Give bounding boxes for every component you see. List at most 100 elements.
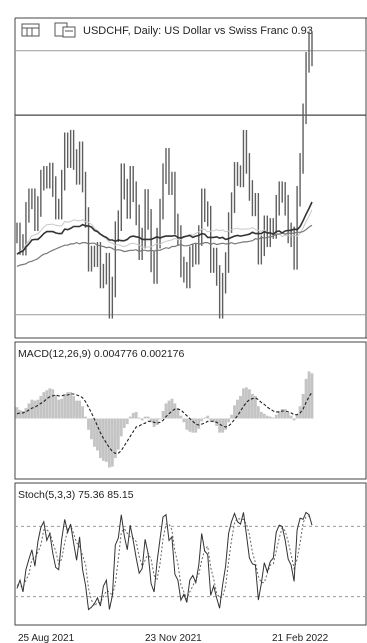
- stochastic-levels: [15, 525, 366, 598]
- macd-histogram-bar: [292, 418, 296, 421]
- macd-histogram-bar: [110, 418, 114, 467]
- macd-histogram-bar: [36, 399, 40, 419]
- macd-histogram-bar: [251, 394, 254, 419]
- macd-histogram-bar: [191, 418, 195, 433]
- macd-histogram-bar: [283, 409, 287, 419]
- time-axis-label: 23 Nov 2021: [145, 633, 202, 643]
- macd-histogram-bar: [212, 418, 216, 423]
- macd-histogram-bar: [27, 403, 31, 419]
- macd-histogram-bar: [304, 378, 308, 419]
- macd-histogram-bar: [128, 416, 132, 419]
- macd-histogram-bar: [271, 417, 275, 419]
- macd-histogram-bar: [33, 400, 37, 419]
- macd-histogram-bar: [69, 392, 73, 419]
- macd-histogram-bar: [104, 418, 108, 462]
- chart-template-icon: [54, 22, 76, 38]
- stochastic-panel: Stoch(5,3,3) 75.36 85.15: [14, 482, 367, 626]
- macd-histogram-bar: [194, 418, 198, 433]
- macd-histogram-bar: [170, 398, 174, 419]
- macd-histogram-bar: [307, 371, 311, 419]
- macd-histogram-bar: [206, 415, 210, 419]
- macd-histogram-bar: [301, 394, 305, 419]
- macd-histogram-bar: [72, 395, 76, 419]
- macd-histogram-bar: [15, 407, 19, 419]
- macd-histogram-bar: [280, 409, 284, 419]
- macd-histogram-bar: [188, 418, 192, 432]
- macd-histogram-bar: [158, 418, 162, 420]
- chart-title: USDCHF, Daily: US Dollar vs Swiss Franc …: [83, 25, 313, 37]
- macd-histogram-bar: [122, 418, 126, 428]
- macd-histogram-bar: [265, 415, 269, 419]
- macd-histogram-bar: [268, 416, 272, 419]
- macd-histogram-bar: [185, 418, 189, 430]
- macd-histogram-bar: [60, 398, 64, 419]
- macd-histogram-bar: [134, 411, 138, 419]
- macd-histogram-bar: [230, 414, 233, 419]
- macd-histogram-bar: [248, 389, 251, 419]
- macd-histogram-bar: [224, 418, 227, 430]
- macd-histogram-bar: [63, 394, 67, 419]
- macd-histogram-bar: [203, 417, 207, 419]
- macd-histogram-bar: [96, 418, 99, 451]
- macd-histogram-bar: [164, 403, 168, 419]
- time-axis-label: 25 Aug 2021: [18, 633, 75, 643]
- macd-histogram-bar: [146, 416, 150, 419]
- macd-histogram-bar: [21, 410, 25, 419]
- macd-histogram-bar: [259, 411, 263, 419]
- macd-histogram-bar: [179, 415, 183, 419]
- macd-histogram-bar: [102, 418, 105, 461]
- macd-histogram-bar: [90, 418, 93, 440]
- macd-histogram-bar: [30, 399, 34, 419]
- macd-histogram-bar: [242, 388, 245, 419]
- macd-histogram-bar: [119, 418, 123, 437]
- macd-histogram-bar: [39, 395, 43, 419]
- macd-histogram-bar: [51, 389, 55, 419]
- macd-histogram-bar: [286, 412, 290, 419]
- price-bars: [16, 31, 313, 319]
- macd-histogram-bar: [78, 400, 81, 419]
- stochastic-title: Stoch(5,3,3) 75.36 85.15: [18, 489, 134, 501]
- macd-histogram-bar: [209, 418, 213, 421]
- macd-histogram-bar: [149, 418, 153, 423]
- macd-histogram-bar: [93, 418, 96, 447]
- macd-histogram-bar: [131, 412, 135, 419]
- macd-histogram-bar: [113, 418, 117, 459]
- time-axis: 25 Aug 2021 23 Nov 2021 21 Feb 2022: [18, 633, 329, 643]
- macd-histogram-bar: [200, 418, 204, 422]
- stochastic-signal-line: [16, 515, 313, 607]
- stochastic-main-line: [16, 511, 313, 611]
- macd-histogram-bar: [143, 416, 147, 419]
- macd-histogram-bar: [155, 418, 159, 426]
- macd-histogram-bar: [75, 400, 78, 419]
- macd-histogram-bar: [218, 418, 222, 433]
- macd-histogram-bar: [116, 418, 120, 450]
- moving-average-faint-line: [16, 209, 313, 255]
- macd-histogram-bar: [227, 418, 230, 423]
- macd-histogram-bar: [107, 418, 111, 468]
- macd-histogram-bar: [24, 408, 28, 419]
- macd-histogram-bar: [81, 406, 84, 419]
- macd-histogram-bar: [54, 394, 58, 419]
- macd-histogram-bar: [48, 388, 52, 419]
- macd-histogram-bar: [245, 387, 248, 419]
- macd-histogram-bar: [173, 403, 177, 419]
- macd-histogram-bar: [66, 392, 70, 419]
- price-panel: [14, 17, 367, 339]
- macd-histogram-bar: [167, 400, 171, 419]
- macd-histogram: [15, 371, 314, 468]
- macd-histogram-bar: [57, 399, 61, 419]
- time-axis-label: 21 Feb 2022: [272, 633, 329, 643]
- price-levels: [15, 50, 366, 316]
- macd-histogram-bar: [221, 418, 225, 433]
- macd-histogram-bar: [182, 418, 186, 423]
- macd-histogram-bar: [277, 410, 281, 419]
- macd-histogram-bar: [42, 392, 46, 419]
- macd-histogram-bar: [262, 413, 266, 419]
- macd-histogram-bar: [274, 414, 278, 419]
- macd-histogram-bar: [310, 373, 314, 419]
- macd-histogram-bar: [176, 408, 180, 419]
- macd-histogram-bar: [140, 418, 144, 421]
- chart-window-icon: [21, 23, 40, 37]
- macd-histogram-bar: [295, 414, 299, 419]
